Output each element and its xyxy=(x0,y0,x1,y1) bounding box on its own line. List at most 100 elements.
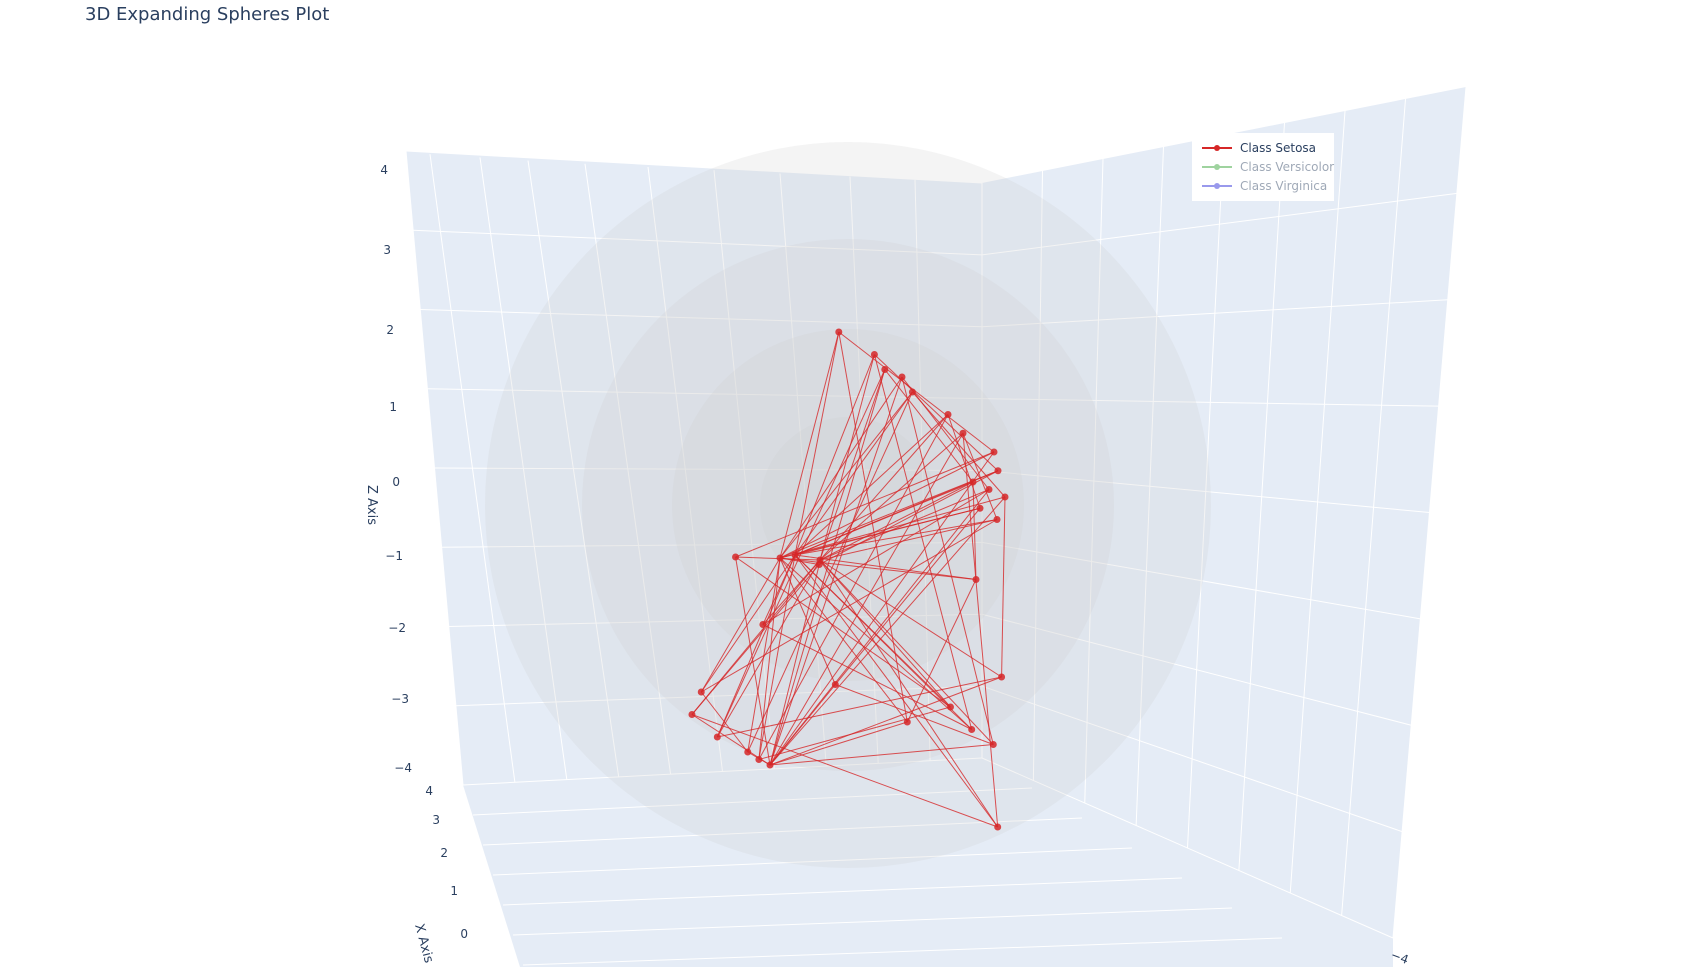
series-segment xyxy=(819,559,999,828)
series-segment xyxy=(691,714,998,828)
gridline-floor xyxy=(482,817,1083,846)
series-segment xyxy=(716,554,796,738)
data-point[interactable] xyxy=(713,733,721,741)
data-point[interactable] xyxy=(1001,493,1009,501)
legend[interactable]: Class Setosa Class Versicolor Class Virgin… xyxy=(1192,133,1334,201)
data-point[interactable] xyxy=(976,504,984,512)
series-segment xyxy=(779,331,840,559)
series-segment xyxy=(838,331,908,723)
series-segment xyxy=(779,376,903,559)
data-point[interactable] xyxy=(697,688,705,696)
series-segment xyxy=(906,579,977,723)
series-segment xyxy=(716,369,886,738)
data-point[interactable] xyxy=(766,761,774,769)
series-segment xyxy=(819,354,875,561)
data-point[interactable] xyxy=(903,718,911,726)
gridline-right-h xyxy=(981,613,1412,726)
x-tick-label: 3 xyxy=(432,813,440,827)
data-point[interactable] xyxy=(959,429,967,437)
data-point[interactable] xyxy=(993,516,1001,523)
series-segment xyxy=(700,557,781,693)
series-segment xyxy=(769,432,964,766)
z-tick-label: −3 xyxy=(391,692,409,706)
data-point[interactable] xyxy=(835,328,843,336)
data-point[interactable] xyxy=(759,621,767,628)
y-axis-tick-label: −4 xyxy=(1389,948,1410,967)
z-tick-label: −1 xyxy=(385,549,403,563)
z-tick-label: 3 xyxy=(383,243,391,257)
floor-pane xyxy=(463,758,1393,967)
gridline-left-h xyxy=(455,685,983,707)
series-segment xyxy=(758,557,781,760)
data-point[interactable] xyxy=(732,553,740,561)
data-point[interactable] xyxy=(994,823,1002,831)
data-point[interactable] xyxy=(985,486,993,493)
x-tick-label: 1 xyxy=(450,884,458,898)
gridline-floor xyxy=(502,877,1183,906)
data-point[interactable] xyxy=(908,388,916,396)
series-segment xyxy=(819,519,998,561)
data-point[interactable] xyxy=(989,741,997,748)
gridline-floor xyxy=(492,847,1133,876)
x-tick-label: 2 xyxy=(440,846,448,860)
data-point[interactable] xyxy=(744,748,752,756)
legend-item[interactable]: Class Virginica xyxy=(1202,179,1327,193)
z-axis-title: Z Axis xyxy=(364,485,379,525)
data-point[interactable] xyxy=(831,681,839,688)
legend-swatch-marker xyxy=(1214,145,1220,151)
data-point[interactable] xyxy=(776,554,784,562)
data-point[interactable] xyxy=(990,448,998,456)
data-point[interactable] xyxy=(994,467,1002,475)
z-tick-label: 0 xyxy=(392,475,400,489)
series-segment xyxy=(794,554,977,580)
data-point[interactable] xyxy=(944,411,952,418)
data-point[interactable] xyxy=(688,711,696,718)
legend-swatch-marker xyxy=(1214,183,1220,189)
z-tick-label: −4 xyxy=(394,761,412,775)
series-segment xyxy=(962,433,998,520)
data-point[interactable] xyxy=(870,351,878,358)
series-segment xyxy=(794,391,913,556)
x-axis-title: X Axis xyxy=(411,922,436,965)
z-tick-label: −2 xyxy=(388,621,406,635)
data-point[interactable] xyxy=(969,478,977,486)
series-segment xyxy=(700,554,796,693)
scene[interactable] xyxy=(405,86,1467,967)
data-point[interactable] xyxy=(998,673,1006,681)
gridline-floor xyxy=(472,787,1033,816)
z-tick-label: 1 xyxy=(389,400,397,414)
data-point[interactable] xyxy=(881,366,889,373)
data-point[interactable] xyxy=(946,703,954,711)
data-point[interactable] xyxy=(972,576,980,583)
series-segment xyxy=(779,557,908,723)
legend-item[interactable]: Class Setosa xyxy=(1202,141,1316,155)
series-segment xyxy=(1001,496,1006,678)
z-tick-label: 2 xyxy=(386,323,394,337)
gridline-right-h xyxy=(981,757,1394,939)
gridline-right-h xyxy=(981,299,1448,328)
series-segment xyxy=(769,376,903,766)
series-segment xyxy=(769,496,1006,766)
data-point[interactable] xyxy=(755,756,763,763)
gridline-left-h xyxy=(448,613,983,627)
gridline-left-h xyxy=(420,309,983,328)
data-point[interactable] xyxy=(968,726,976,733)
legend-label: Class Virginica xyxy=(1240,179,1327,193)
legend-swatch-marker xyxy=(1214,164,1220,170)
series-segment xyxy=(874,354,999,472)
series-segment xyxy=(901,376,994,745)
gridline-floor xyxy=(512,907,1233,936)
data-point[interactable] xyxy=(791,551,799,559)
series-segment xyxy=(819,432,964,561)
series-lines xyxy=(691,331,1006,828)
series-segment xyxy=(716,559,821,738)
data-point[interactable] xyxy=(898,373,906,381)
gridline-right-h xyxy=(981,541,1421,620)
series-segment xyxy=(794,507,981,556)
series-segment xyxy=(947,414,981,509)
series-setosa[interactable] xyxy=(688,328,1009,831)
data-point[interactable] xyxy=(816,556,824,564)
series-segment xyxy=(794,331,840,556)
legend-item[interactable]: Class Versicolor xyxy=(1202,160,1334,174)
